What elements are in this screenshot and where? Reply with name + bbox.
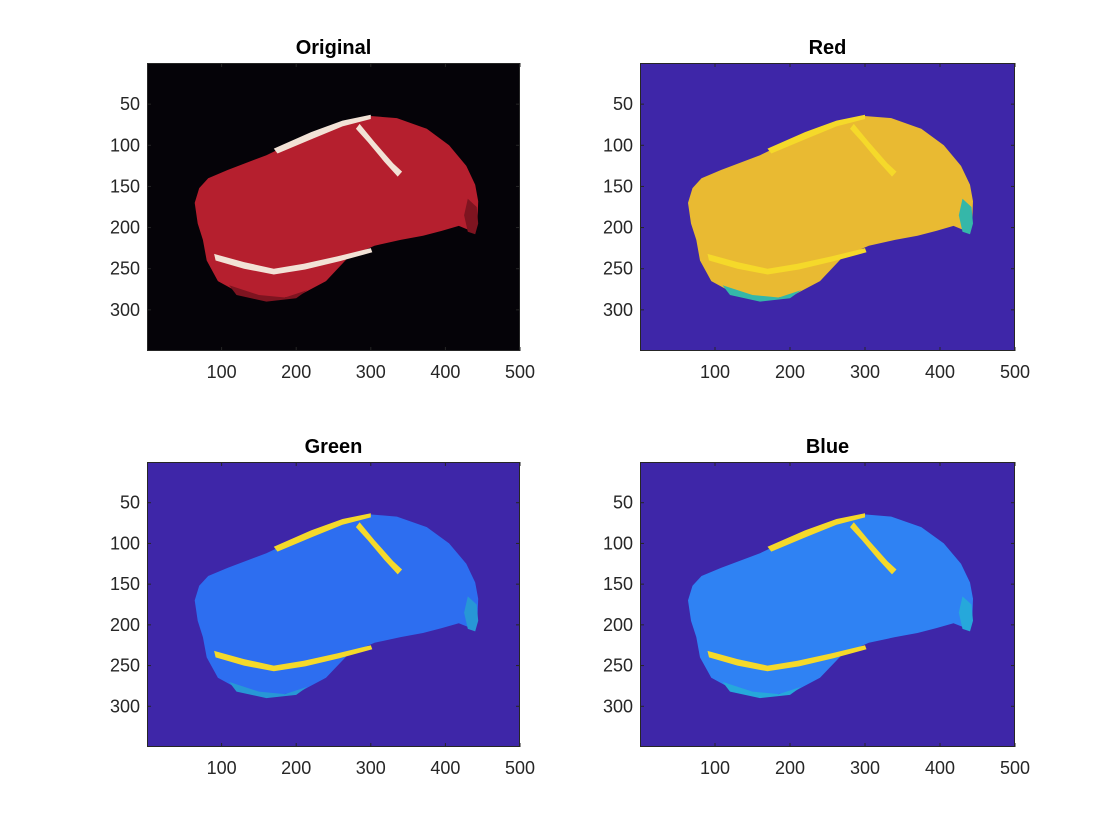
red-xtick-label: 200 (775, 362, 805, 382)
original-ytick-label: 150 (110, 176, 140, 196)
red-xtick-label: 500 (1000, 362, 1030, 382)
green-ytick-label: 100 (110, 533, 140, 553)
green-fat-cap-region (273, 513, 371, 552)
red-fat-seam-region (850, 123, 897, 177)
red-title: Red (809, 37, 847, 59)
red-axes-frame (640, 63, 1015, 351)
blue-ytick-label: 250 (603, 656, 633, 676)
green-underside-region (229, 681, 308, 699)
green-edge-region (464, 596, 479, 632)
red-xtick-label: 100 (700, 362, 730, 382)
blue-title: Blue (806, 436, 849, 458)
blue-fat-lower-region (707, 645, 867, 672)
blue-ytick-label: 300 (603, 696, 633, 716)
blue-steak-region (688, 514, 973, 696)
original-ytick-label: 100 (110, 135, 140, 155)
green-title: Green (305, 436, 363, 458)
original-fat-lower-region (214, 248, 373, 275)
blue-xtick-label: 400 (925, 758, 955, 778)
blue-underside-region (722, 681, 802, 699)
blue-xtick-label: 300 (850, 758, 880, 778)
green-xtick-label: 500 (505, 758, 535, 778)
original-panel: Original 100 200 300 400 500 50 100 150 200 250 300 (110, 37, 535, 382)
green-ytick-label: 150 (110, 574, 140, 594)
blue-panel: Blue 100 200 300 400 500 50 100 150 200 250 300 (603, 436, 1030, 778)
red-ytick-label: 50 (613, 94, 633, 114)
original-xtick-label: 500 (505, 362, 535, 382)
red-xtick-label: 300 (850, 362, 880, 382)
original-fat-seam-region (355, 123, 403, 177)
original-axes-frame (147, 63, 520, 351)
red-ytick-label: 100 (603, 135, 633, 155)
red-ytick-label: 150 (603, 176, 633, 196)
green-axes-frame (147, 462, 520, 747)
original-ytick-label: 50 (120, 94, 140, 114)
red-ytick-label: 300 (603, 300, 633, 320)
original-ytick-label: 250 (110, 259, 140, 279)
blue-xtick-label: 500 (1000, 758, 1030, 778)
original-ytick-label: 300 (110, 300, 140, 320)
green-steak-region (194, 514, 479, 696)
green-ytick-label: 300 (110, 696, 140, 716)
green-xtick-label: 300 (356, 758, 386, 778)
original-title: Original (296, 37, 372, 59)
blue-fat-cap-region (767, 513, 865, 552)
original-ytick-label: 200 (110, 218, 140, 238)
green-ytick-label: 200 (110, 615, 140, 635)
red-xtick-label: 400 (925, 362, 955, 382)
red-edge-region (958, 198, 973, 235)
blue-axes-frame (640, 462, 1015, 747)
green-fat-lower-region (214, 645, 373, 672)
original-xtick-label: 300 (356, 362, 386, 382)
blue-edge-region (958, 596, 973, 632)
red-fat-lower-region (707, 248, 867, 275)
green-xtick-label: 400 (430, 758, 460, 778)
green-panel: Green 100 200 300 400 500 50 100 150 200 250 300 (110, 436, 535, 778)
blue-ytick-label: 50 (613, 493, 633, 513)
green-xtick-label: 100 (207, 758, 237, 778)
original-steak-region (194, 115, 479, 300)
green-ytick-label: 50 (120, 493, 140, 513)
blue-ytick-label: 200 (603, 615, 633, 635)
green-ytick-label: 250 (110, 656, 140, 676)
green-fat-seam-region (355, 522, 403, 575)
original-xtick-label: 200 (281, 362, 311, 382)
red-steak-region (688, 115, 973, 300)
red-ytick-label: 250 (603, 259, 633, 279)
original-fat-cap-region (273, 114, 371, 154)
red-panel: Red 100 200 300 400 500 50 100 150 200 250 300 (603, 37, 1030, 382)
blue-ytick-label: 150 (603, 574, 633, 594)
red-underside-region (722, 285, 802, 302)
green-xtick-label: 200 (281, 758, 311, 778)
original-xtick-label: 100 (207, 362, 237, 382)
blue-fat-seam-region (850, 522, 897, 575)
red-fat-cap-region (767, 114, 865, 154)
original-edge-region (464, 198, 479, 235)
original-xtick-label: 400 (430, 362, 460, 382)
red-ytick-label: 200 (603, 218, 633, 238)
blue-xtick-label: 100 (700, 758, 730, 778)
blue-ytick-label: 100 (603, 533, 633, 553)
blue-xtick-label: 200 (775, 758, 805, 778)
original-underside-region (229, 285, 308, 302)
